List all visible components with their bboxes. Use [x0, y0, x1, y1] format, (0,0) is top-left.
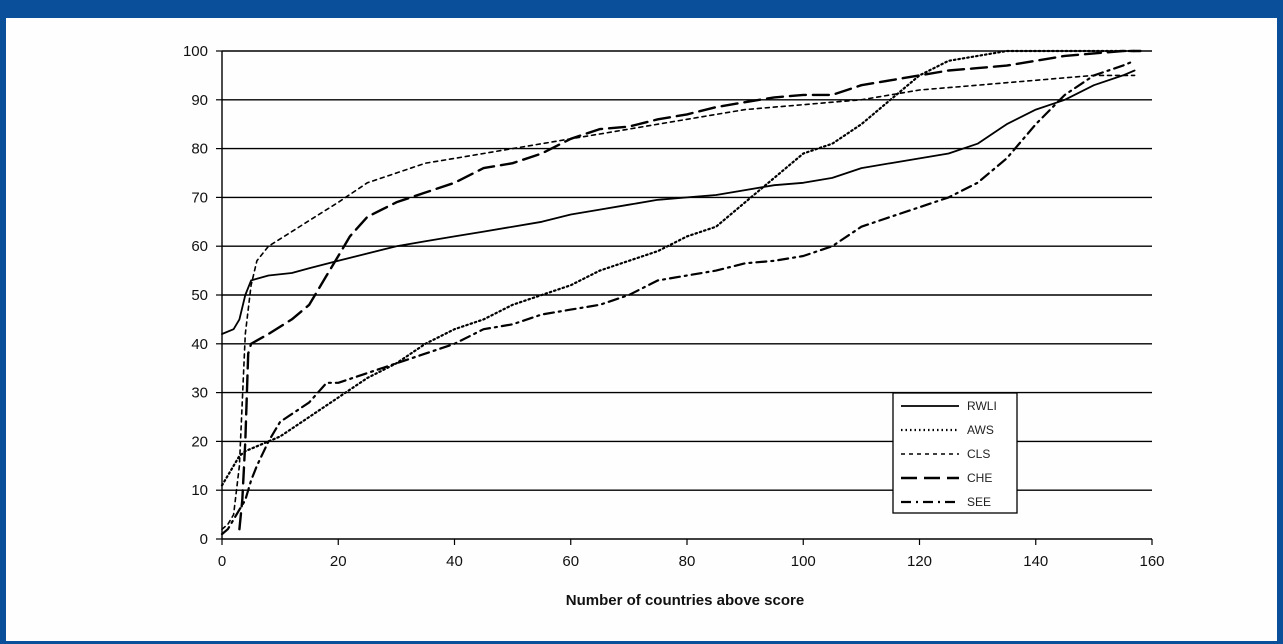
legend-label: AWS [967, 423, 994, 437]
series-line-rwli [221, 69, 1136, 335]
series-line-che [238, 49, 1142, 531]
y-tick-label: 100 [183, 43, 208, 60]
y-tick-label: 60 [191, 238, 208, 255]
x-tick-label: 20 [330, 553, 347, 570]
x-tick-label: 60 [562, 553, 579, 570]
x-tick-label: 80 [679, 553, 696, 570]
legend-label: CHE [967, 471, 992, 485]
y-tick-label: 10 [191, 482, 208, 499]
x-tick-labels: 0 20 40 60 80 100 120 140 160 [218, 553, 1165, 570]
x-tick-label: 140 [1023, 553, 1048, 570]
x-tick-label: 120 [907, 553, 932, 570]
legend-label: RWLI [967, 399, 997, 413]
series-line-see [220, 59, 1136, 536]
x-tick-label: 0 [218, 553, 226, 570]
y-tick-label: 0 [200, 531, 208, 548]
y-tick-label: 40 [191, 336, 208, 353]
grid-lines [216, 50, 1152, 540]
axes [221, 51, 1153, 545]
y-tick-label: 20 [191, 433, 208, 450]
y-tick-label: 80 [191, 141, 208, 158]
y-tick-labels: 0 10 20 30 40 50 60 70 80 90 100 [183, 43, 208, 548]
legend: RWLI AWS CLS CHE SEE [892, 392, 1018, 514]
legend-label: SEE [967, 495, 991, 509]
legend-box [892, 392, 1018, 514]
series-line-aws [220, 49, 1136, 487]
y-tick-label: 90 [191, 92, 208, 109]
y-tick-label: 50 [191, 287, 208, 304]
x-tick-label: 160 [1139, 553, 1164, 570]
x-axis-label: Number of countries above score [566, 592, 804, 609]
legend-label: CLS [967, 447, 990, 461]
x-tick-label: 100 [791, 553, 816, 570]
series-lines [220, 49, 1142, 536]
series-line-cls [221, 74, 1136, 530]
x-tick-label: 40 [446, 553, 463, 570]
y-tick-label: 30 [191, 385, 208, 402]
y-tick-label: 70 [191, 189, 208, 206]
